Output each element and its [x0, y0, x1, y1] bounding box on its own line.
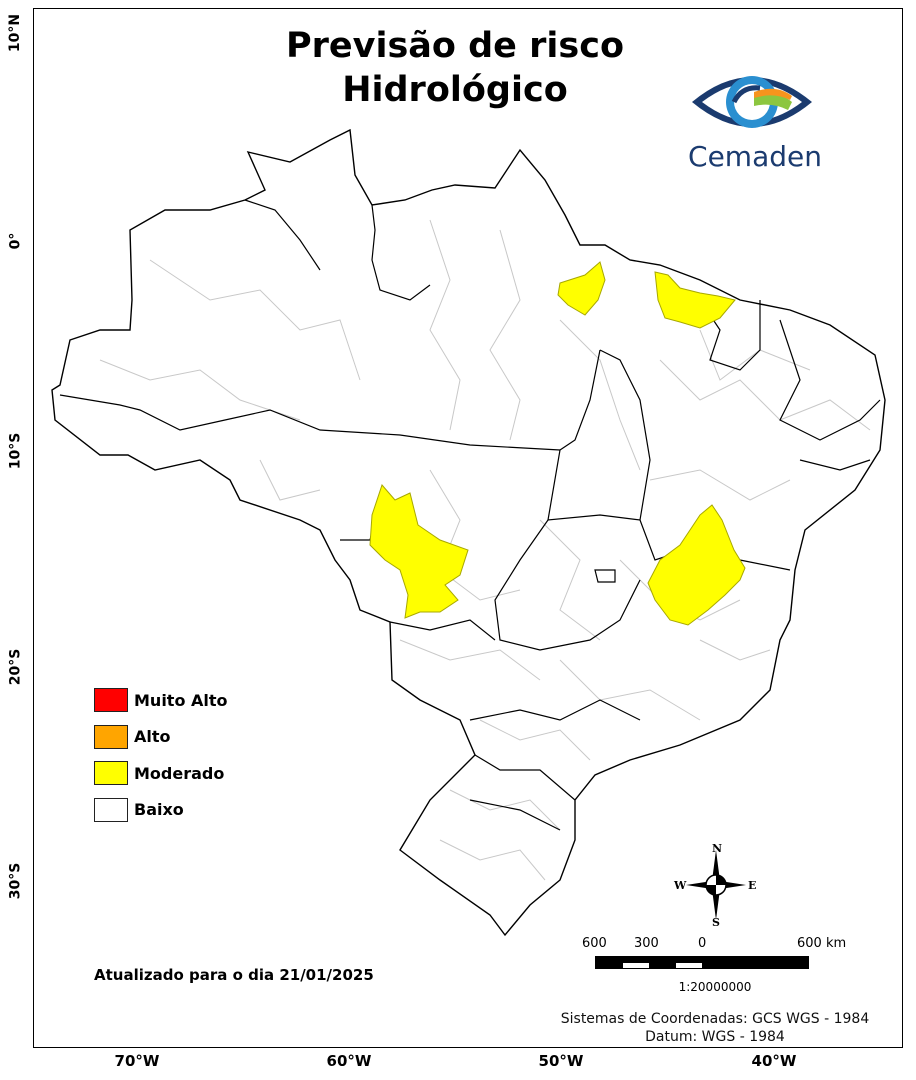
legend-label: Alto — [134, 727, 171, 747]
compass-n-label: N — [712, 842, 723, 855]
legend-label: Muito Alto — [134, 690, 228, 710]
compass-w-label: W — [674, 879, 687, 892]
coordinate-system-info: Sistemas de Coordenadas: GCS WGS - 1984 … — [520, 1010, 910, 1046]
legend-swatch — [94, 797, 128, 822]
compass-rose-icon — [686, 850, 746, 920]
cemaden-logo-icon — [692, 76, 812, 128]
lon-label-70w: 70°W — [114, 1052, 160, 1070]
scale-tick-300: 300 — [634, 936, 659, 951]
legend-item-baixo: Baixo — [94, 792, 228, 829]
scale-ratio: 1:20000000 — [678, 980, 752, 994]
legend-label: Moderado — [134, 763, 225, 783]
legend-item-alto: Alto — [94, 719, 228, 756]
brazil-outline — [51, 128, 886, 937]
state-borders — [59, 199, 881, 831]
moderate-risk-areas — [369, 261, 746, 626]
cemaden-logo-text: Cemaden — [688, 140, 822, 173]
legend-item-muito-alto: Muito Alto — [94, 682, 228, 719]
legend-label: Baixo — [134, 800, 184, 820]
lon-label-60w: 60°W — [326, 1052, 372, 1070]
lon-label-40w: 40°W — [751, 1052, 797, 1070]
legend-swatch — [94, 724, 128, 749]
scale-tick-600-left: 600 — [582, 936, 607, 951]
legend-item-moderado: Moderado — [94, 755, 228, 792]
compass-s-label: S — [712, 916, 720, 929]
scale-tick-0: 0 — [698, 936, 707, 951]
legend-swatch — [94, 688, 128, 713]
map-title: Previsão de risco Hidrológico — [250, 24, 660, 112]
crs-line-1: Sistemas de Coordenadas: GCS WGS - 1984 — [560, 1011, 870, 1027]
title-line-1: Previsão de risco — [285, 26, 624, 66]
lon-label-50w: 50°W — [538, 1052, 584, 1070]
updated-date: Atualizado para o dia 21/01/2025 — [94, 966, 374, 984]
scale-bar — [595, 956, 809, 969]
legend-swatch — [94, 761, 128, 786]
scale-tick-600-right: 600 km — [797, 936, 847, 951]
legend: Muito Alto Alto Moderado Baixo — [94, 682, 228, 828]
crs-line-2: Datum: WGS - 1984 — [645, 1029, 785, 1045]
title-line-2: Hidrológico — [342, 70, 568, 110]
compass-e-label: E — [748, 879, 757, 892]
